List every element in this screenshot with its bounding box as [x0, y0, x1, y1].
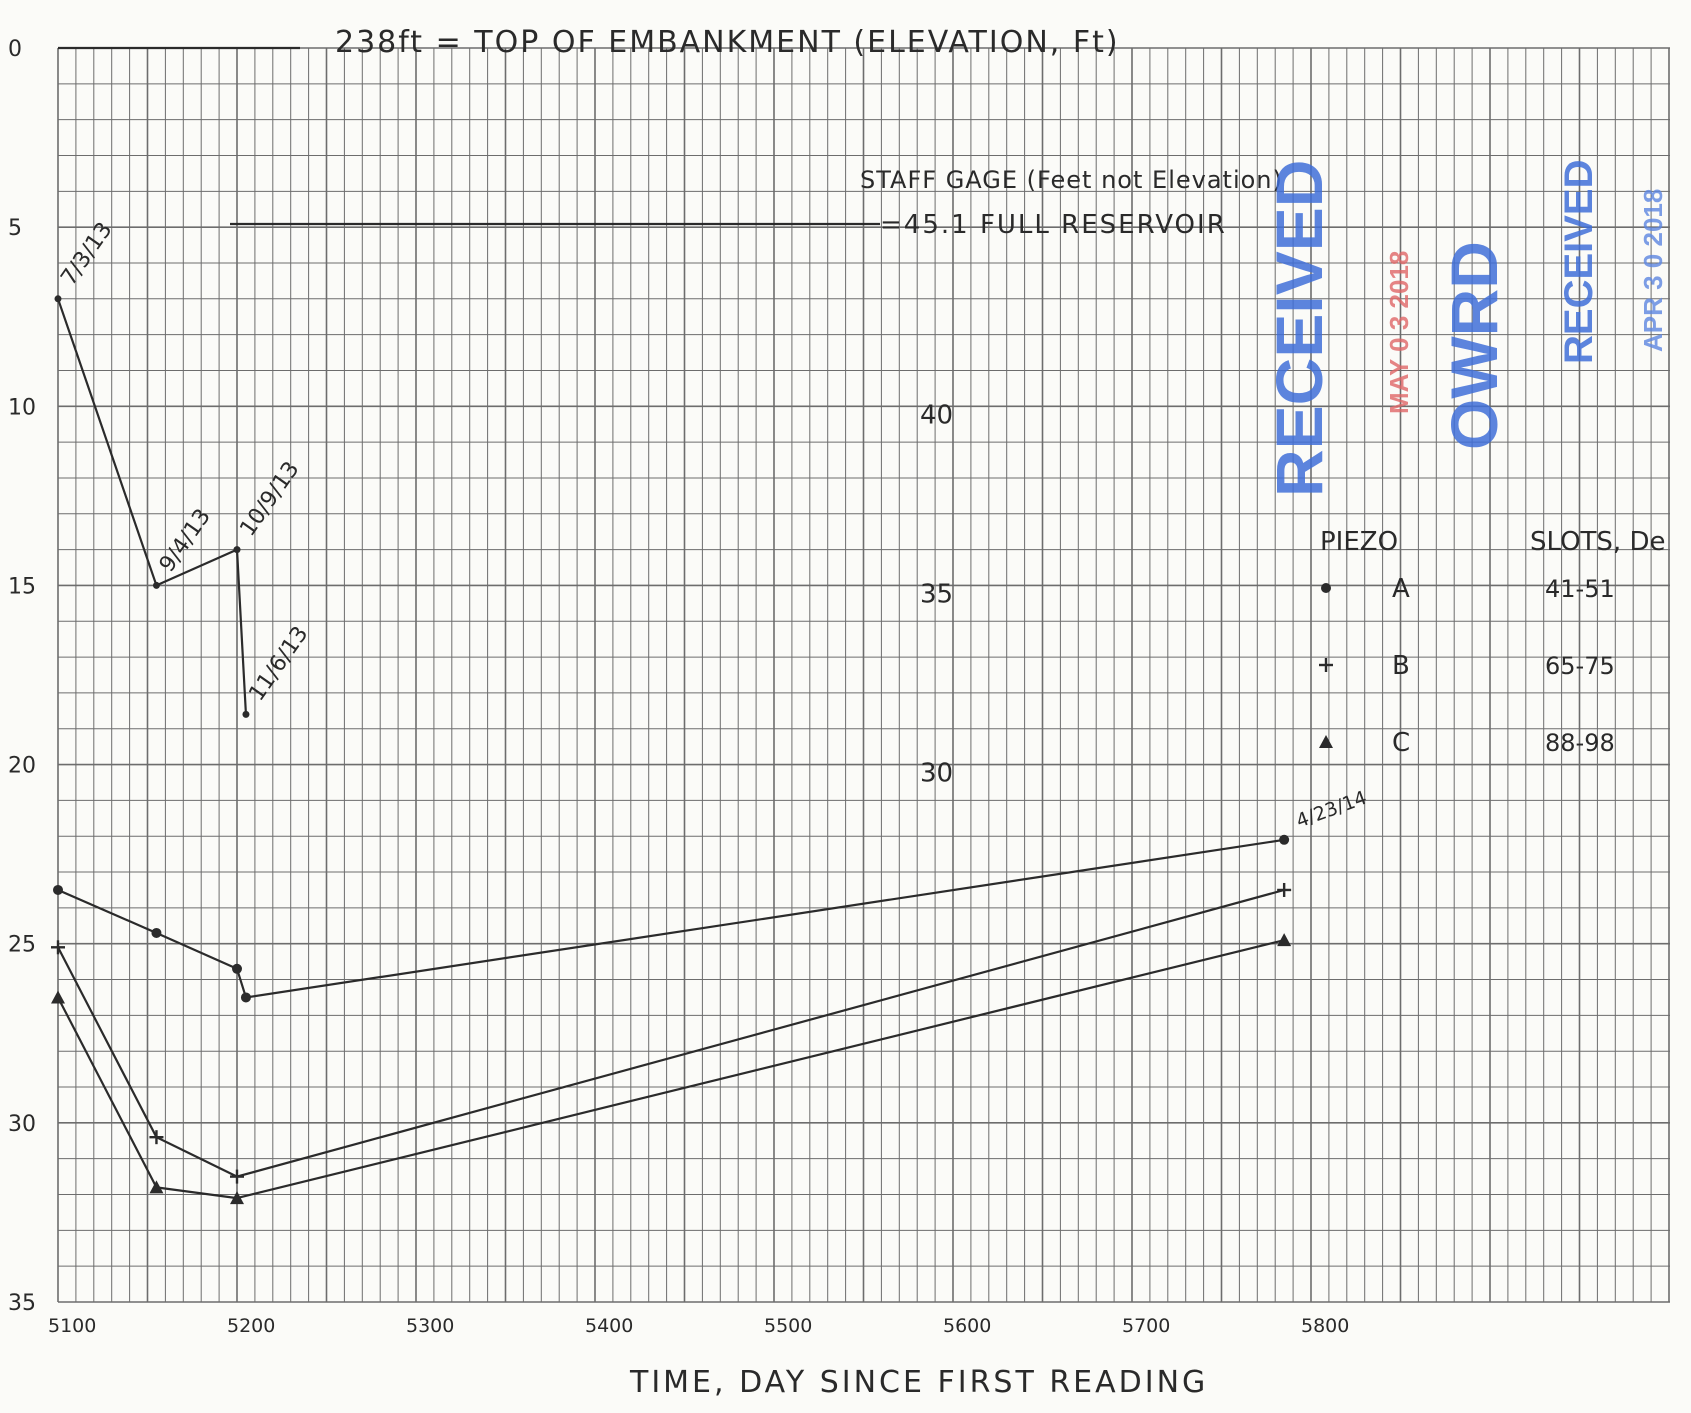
legend-slots: 88-98	[1545, 729, 1615, 757]
y-tick-label: 30	[8, 1112, 36, 1137]
series-c-point	[51, 990, 65, 1004]
legend-marker-b	[1319, 658, 1333, 672]
received-stamp-2: RECEIVED	[1557, 160, 1601, 365]
x-tick-label: 5500	[764, 1315, 812, 1337]
staff-gage-point	[152, 581, 160, 589]
received-stamp-1: RECEIVED	[1262, 160, 1336, 497]
series-b-line	[57, 888, 1285, 1178]
stamps: RECEIVED MAY 0 3 2018 OWRD RECEIVED APR …	[1262, 160, 1668, 498]
series-b-point	[51, 940, 65, 955]
series-c-point	[1277, 933, 1292, 947]
legend-slots: 65-75	[1545, 652, 1615, 680]
series-b-point	[1277, 882, 1292, 897]
grid	[57, 47, 1670, 1303]
series-layer	[51, 295, 1292, 1205]
x-tick-label: 5800	[1301, 1315, 1349, 1337]
series-a-point	[232, 963, 242, 974]
date-label: 7/3/13	[56, 218, 117, 290]
staff-gage-label: STAFF GAGE (Feet not Elevation)	[860, 166, 1283, 194]
x-tick-label: 5200	[227, 1315, 275, 1337]
legend: PIEZO SLOTS, De A 41-51 B 65-75 C 88-98	[1319, 527, 1665, 758]
chart-title: 238ft = TOP OF EMBANKMENT (ELEVATION, Ft…	[335, 25, 1120, 60]
series-b-point	[149, 1130, 164, 1145]
received-stamp-2-date: APR 3 0 2018	[1638, 189, 1668, 352]
y-tick-label: 35	[8, 1291, 36, 1316]
staff-gage-point	[233, 546, 241, 554]
y-tick-label: 20	[8, 754, 36, 779]
legend-slots: 41-51	[1545, 575, 1615, 603]
staff-gage-tick-label: 30	[920, 759, 953, 789]
y-tick-label: 0	[8, 37, 22, 62]
x-tick-label: 5600	[943, 1315, 991, 1337]
end-date-label: 4/23/14	[1293, 787, 1369, 833]
y-tick-label: 5	[8, 216, 22, 241]
legend-marker-c	[1319, 735, 1333, 748]
series-c-line	[57, 939, 1285, 1200]
x-tick-label: 5400	[585, 1315, 633, 1337]
series-a-point	[240, 992, 251, 1003]
staff-gage-ticks: 40 35 30	[920, 400, 953, 788]
series-a-point	[151, 927, 162, 938]
owrd-stamp: OWRD	[1437, 241, 1511, 450]
staff-gage-point	[242, 710, 250, 718]
legend-marker-a	[1321, 583, 1331, 593]
staff-gage-point	[54, 295, 62, 303]
y-tick-label: 10	[8, 395, 36, 420]
date-label: 9/4/13	[155, 505, 216, 577]
x-tick-label: 5300	[406, 1315, 454, 1337]
series-b-point	[230, 1169, 244, 1184]
staff-gage-tick-label: 35	[920, 580, 953, 610]
series-a-point	[53, 884, 63, 895]
staff-gage-tick-label: 40	[920, 400, 953, 430]
legend-piezo-name: B	[1392, 651, 1410, 681]
axes: 5100 5200 5300 5400 5500 5600 5700 5800 0 5 10 15 20…	[8, 37, 1349, 1337]
x-tick-label: 5100	[48, 1315, 96, 1337]
x-axis-label: TIME, DAY SINCE FIRST READING	[629, 1365, 1208, 1400]
legend-piezo-name: A	[1392, 574, 1410, 604]
series-c-point	[230, 1191, 244, 1205]
staff-gage-series-line	[56, 298, 248, 715]
y-tick-label: 15	[8, 574, 36, 599]
x-tick-label: 5700	[1122, 1315, 1170, 1337]
legend-rows: A 41-51 B 65-75 C 88-98	[1319, 574, 1615, 758]
series-c-point	[149, 1180, 164, 1194]
legend-header-piezo: PIEZO	[1320, 527, 1398, 557]
series-a-line	[57, 838, 1285, 999]
y-tick-label: 25	[8, 933, 36, 958]
date-label: 10/9/13	[235, 457, 304, 541]
received-stamp-1-date: MAY 0 3 2018	[1384, 251, 1414, 414]
series-a-point	[1279, 834, 1290, 845]
full-reservoir-label: =45.1 FULL RESERVOIR	[880, 210, 1227, 240]
legend-header-slots: SLOTS, De	[1530, 527, 1665, 557]
legend-piezo-name: C	[1392, 728, 1410, 758]
